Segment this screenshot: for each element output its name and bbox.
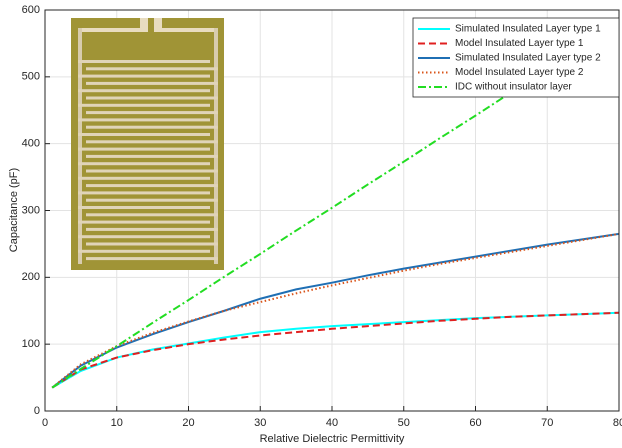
finger: [78, 176, 210, 180]
bus: [214, 28, 218, 264]
series-line: [51, 232, 619, 389]
finger: [78, 235, 210, 239]
finger: [86, 213, 218, 217]
finger: [78, 191, 210, 195]
series-line: [51, 311, 619, 389]
finger: [86, 140, 218, 144]
legend-label: IDC without insulator layer: [455, 82, 572, 93]
y-tick-label: 0: [34, 405, 40, 417]
finger: [86, 242, 218, 246]
y-tick-label: 300: [22, 204, 40, 216]
finger: [86, 169, 218, 173]
y-tick-label: 400: [22, 138, 40, 150]
legend: Simulated Insulated Layer type 1 Model In…: [412, 17, 620, 98]
x-tick-label: 0: [42, 417, 48, 429]
legend-label: Model Insulated Layer type 1: [455, 38, 584, 49]
finger: [78, 74, 210, 78]
finger: [78, 206, 210, 209]
finger: [78, 147, 210, 151]
x-tick-label: 30: [254, 417, 266, 429]
series-line: [51, 311, 619, 389]
finger: [86, 198, 218, 202]
finger: [78, 103, 210, 107]
pad: [140, 18, 148, 32]
finger: [78, 162, 210, 166]
series-line: [51, 232, 619, 389]
y-tick-label: 500: [22, 71, 40, 83]
x-tick-label: 50: [398, 417, 410, 429]
y-tick-label: 600: [22, 4, 40, 16]
x-tick-label: 10: [111, 417, 123, 429]
pad: [154, 18, 162, 32]
finger: [78, 118, 210, 122]
y-axis-label: Capacitance (pF): [8, 168, 20, 252]
legend-label: Simulated Insulated Layer type 2: [455, 53, 601, 64]
finger: [78, 133, 210, 136]
finger: [86, 81, 218, 85]
finger: [78, 60, 210, 63]
bus: [78, 28, 82, 264]
finger: [86, 154, 218, 158]
finger: [86, 257, 218, 261]
finger: [78, 249, 210, 253]
finger: [86, 67, 218, 71]
legend-label: Simulated Insulated Layer type 1: [455, 24, 601, 35]
finger: [86, 111, 218, 115]
finger: [78, 220, 210, 224]
x-tick-label: 40: [326, 417, 338, 429]
x-tick-label: 70: [541, 417, 553, 429]
inset-photo: [71, 18, 224, 270]
finger: [86, 184, 218, 188]
x-tick-label: 20: [182, 417, 194, 429]
x-axis-label: Relative Dielectric Permittivity: [260, 433, 405, 445]
legend-label: Model Insulated Layer type 2: [455, 67, 584, 78]
x-tick-label: 80: [613, 417, 622, 429]
x-tick-label: 60: [469, 417, 481, 429]
finger: [78, 89, 210, 93]
finger: [86, 125, 218, 129]
bus: [78, 28, 142, 32]
finger: [86, 227, 218, 231]
bus: [156, 28, 218, 32]
y-tick-label: 100: [22, 338, 40, 350]
y-tick-label: 200: [22, 271, 40, 283]
photo-bg: [71, 18, 224, 270]
finger: [86, 96, 218, 100]
